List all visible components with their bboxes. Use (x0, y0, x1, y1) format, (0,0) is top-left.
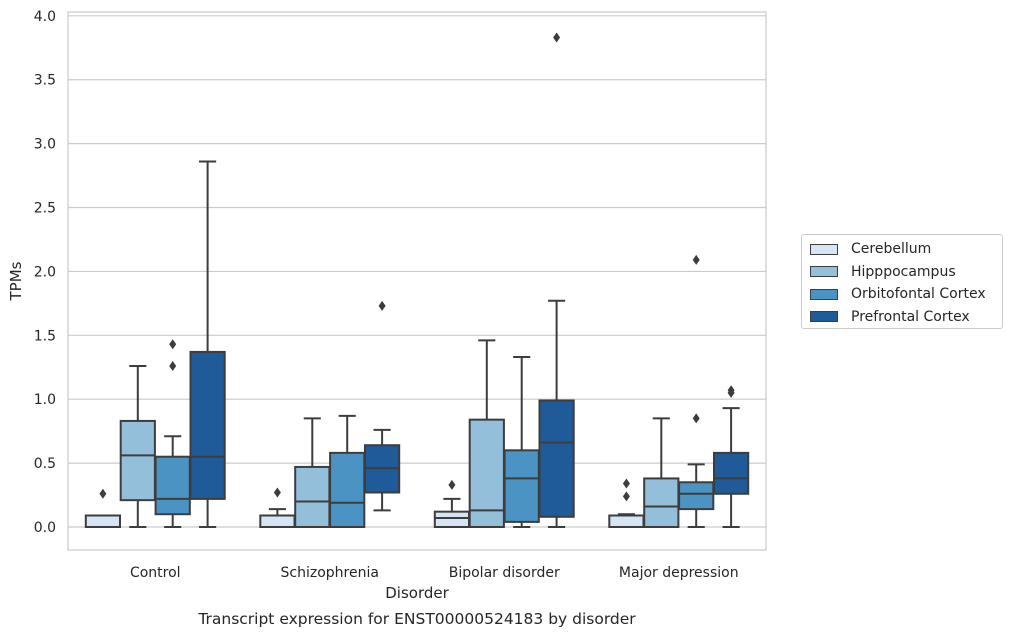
box-group (643, 417, 680, 528)
box-group (503, 356, 540, 528)
x-tick-label: Schizophrenia (281, 565, 379, 581)
outlier-point (448, 479, 456, 490)
y-tick-label: 0.5 (34, 456, 56, 472)
box-group (468, 339, 505, 528)
legend-item: Prefrontal Cortex (810, 306, 1002, 329)
plot-frame (67, 11, 767, 551)
y-tick-label: 4.0 (34, 9, 56, 25)
box (259, 514, 296, 528)
legend-swatch (810, 243, 838, 255)
y-tick-label: 3.5 (34, 73, 56, 89)
box (712, 451, 750, 495)
x-tick-label: Bipolar disorder (449, 565, 560, 581)
legend-label: Cerebellum (851, 241, 932, 258)
box-group (433, 479, 471, 528)
x-tick-label: Major depression (619, 565, 739, 581)
box-group (154, 339, 191, 528)
box (189, 350, 226, 500)
box-group (712, 385, 750, 528)
y-tick-label: 2.5 (34, 201, 56, 217)
x-axis-label: Disorder (385, 584, 449, 602)
legend-swatch (810, 311, 838, 323)
box (433, 510, 471, 528)
outlier-point (169, 360, 177, 371)
box-group (259, 487, 296, 528)
legend-label: Hipppocampus (851, 263, 956, 280)
outlier-point (622, 491, 630, 502)
outlier-point (99, 488, 107, 499)
box (84, 514, 122, 528)
box (503, 449, 540, 523)
outlier-point (692, 254, 700, 265)
legend-label: Prefrontal Cortex (851, 308, 970, 325)
box-group (294, 417, 331, 528)
outlier-point (553, 32, 561, 43)
legend: Cerebellum Hipppocampus Orbitofontal Corte… (801, 234, 1003, 329)
legend-item: Hipppocampus (810, 261, 1002, 284)
gridlines (68, 15, 766, 528)
chart-title: Transcript expression for ENST0000052418… (198, 610, 636, 628)
y-tick-label: 1.0 (34, 392, 56, 408)
legend-item: Cerebellum (810, 238, 1002, 261)
legend-label: Orbitofontal Cortex (851, 286, 986, 303)
outlier-point (378, 300, 386, 311)
outlier-point (169, 339, 177, 350)
box (468, 418, 505, 528)
y-tick-label: 2.0 (34, 264, 56, 280)
box-group (84, 488, 122, 528)
box (538, 399, 575, 518)
box-group (538, 32, 575, 528)
legend-swatch (810, 266, 838, 278)
box (643, 477, 680, 528)
box (154, 455, 191, 516)
y-axis-label: TPMs (7, 261, 25, 301)
box (294, 465, 331, 528)
box-group (189, 160, 226, 528)
outlier-point (622, 478, 630, 489)
box (608, 514, 645, 528)
y-tick-label: 3.0 (34, 137, 56, 153)
box-group (363, 300, 401, 512)
legend-item: Orbitofontal Cortex (810, 283, 1002, 306)
box (329, 451, 366, 528)
legend-swatch (810, 288, 838, 300)
box (119, 419, 156, 502)
y-tick-label: 0.0 (34, 520, 56, 536)
x-tick-labels: Control Schizophrenia Bipolar disorder Majo… (130, 565, 739, 581)
y-tick-label: 1.5 (34, 328, 56, 344)
box (678, 481, 715, 511)
outlier-point (692, 413, 700, 424)
boxes-layer (84, 32, 750, 528)
outlier-point (727, 385, 735, 396)
y-tick-labels: 0.0 0.5 1.0 1.5 2.0 2.5 3.0 3.5 4.0 (34, 9, 56, 536)
x-tick-label: Control (130, 565, 181, 581)
outlier-point (273, 487, 281, 498)
box-group (678, 254, 715, 528)
